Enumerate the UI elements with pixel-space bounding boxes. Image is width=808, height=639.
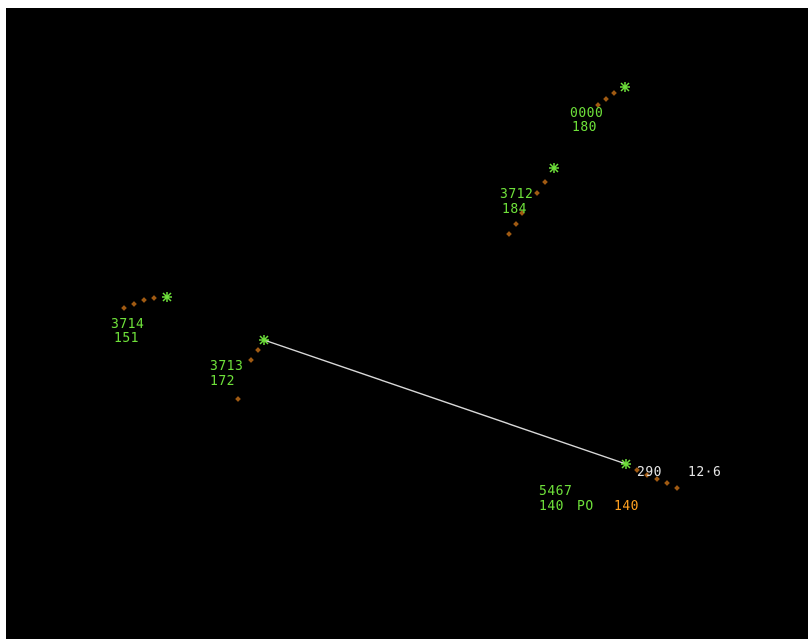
squawk-code: 3713 [210, 359, 243, 374]
data-block-3712[interactable]: 3712 184 [500, 187, 533, 217]
history-dot-icon [141, 297, 147, 303]
trail-3712 [506, 179, 548, 237]
history-dot-icon [513, 221, 519, 227]
altitude: 180 [572, 120, 597, 135]
history-dot-icon [611, 90, 617, 96]
squawk-code: 0000 [570, 106, 603, 121]
history-dot-icon [534, 190, 540, 196]
history-dot-icon [664, 480, 670, 486]
trail-5467 [634, 467, 680, 491]
trail-0000 [595, 90, 617, 108]
history-dot-icon [519, 210, 525, 216]
data-block-0000[interactable]: 0000 180 [570, 106, 603, 135]
history-dot-icon [654, 476, 660, 482]
altitude: 184 [502, 202, 527, 217]
data-block-3713[interactable]: 3713 172 [210, 359, 243, 389]
squawk-code: 3714 [111, 317, 144, 332]
targets [162, 82, 631, 469]
bearing-readout: 290 [637, 465, 662, 480]
flight-rule: PO [577, 499, 594, 514]
data-block-5467[interactable]: 5467 140 PO 140 [539, 484, 639, 514]
history-dot-icon [674, 485, 680, 491]
squawk-code: 5467 [539, 484, 572, 499]
history-dot-icon [235, 396, 241, 402]
history-dot-icon [131, 301, 137, 307]
history-dot-icon [634, 467, 640, 473]
history-trails [121, 90, 680, 491]
history-dot-icon [595, 102, 601, 108]
history-dot-icon [603, 96, 609, 102]
asterisk-icon[interactable] [162, 292, 172, 302]
data-block-3714[interactable]: 3714 151 [111, 317, 144, 346]
range-bearing-readout: 290 12·6 [637, 465, 721, 480]
altitude: 151 [114, 331, 139, 346]
asterisk-icon[interactable] [549, 163, 559, 173]
altitude: 172 [210, 374, 235, 389]
history-dot-icon [506, 231, 512, 237]
altitude: 140 [539, 499, 564, 514]
asterisk-icon[interactable] [621, 459, 631, 469]
history-dot-icon [121, 305, 127, 311]
trail-3714 [121, 295, 157, 311]
history-dot-icon [255, 347, 261, 353]
squawk-code: 3712 [500, 187, 533, 202]
asterisk-icon[interactable] [259, 335, 269, 345]
history-dot-icon [644, 472, 650, 478]
trail-3713 [235, 347, 261, 402]
range-bearing-line[interactable] [263, 339, 627, 465]
radar-display[interactable] [6, 8, 808, 639]
assigned-altitude: 140 [614, 499, 639, 514]
history-dot-icon [542, 179, 548, 185]
history-dot-icon [151, 295, 157, 301]
asterisk-icon[interactable] [620, 82, 630, 92]
history-dot-icon [248, 357, 254, 363]
distance-readout: 12·6 [688, 465, 721, 480]
